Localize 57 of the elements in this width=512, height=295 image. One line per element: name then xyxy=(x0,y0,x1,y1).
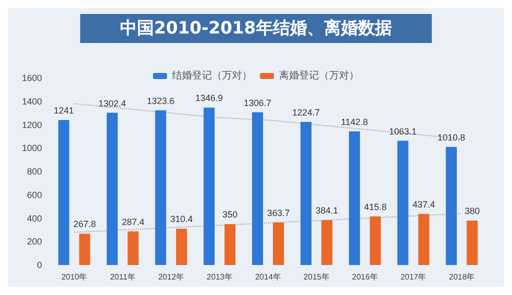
x-tick-label: 2016年 xyxy=(352,272,378,282)
bar xyxy=(106,112,118,265)
data-label: 1302.4 xyxy=(98,98,126,108)
bar xyxy=(446,146,457,265)
bar xyxy=(397,140,408,265)
bar xyxy=(252,112,264,265)
bar xyxy=(321,220,332,265)
x-tick-label: 2010年 xyxy=(61,272,88,282)
bar xyxy=(224,224,236,265)
data-label: 437.4 xyxy=(412,199,436,210)
data-label: 1323.6 xyxy=(146,96,174,106)
y-tick-label: 1200 xyxy=(22,120,42,130)
bar xyxy=(272,222,284,265)
data-label: 380 xyxy=(464,206,480,216)
chart-title: 中国2010-2018年结婚、离婚数据 xyxy=(120,18,392,38)
x-tick-label: 2015年 xyxy=(304,272,330,282)
data-label: 267.8 xyxy=(73,219,96,230)
data-label: 350 xyxy=(222,210,238,220)
bar xyxy=(79,234,90,265)
x-tick-label: 2012年 xyxy=(158,272,184,282)
data-label: 1010.8 xyxy=(438,132,466,142)
data-label: 1063.1 xyxy=(389,126,417,136)
bar xyxy=(128,231,139,265)
data-label: 363.7 xyxy=(267,208,290,218)
data-label: 1224.7 xyxy=(292,107,320,118)
data-label: 1142.8 xyxy=(341,116,368,127)
data-label: 1346.9 xyxy=(195,93,223,104)
data-label: 287.4 xyxy=(122,216,144,227)
bar xyxy=(418,214,430,265)
y-tick-label: 200 xyxy=(26,236,42,247)
bar xyxy=(466,220,478,265)
y-tick-label: 1000 xyxy=(22,143,42,154)
bar xyxy=(300,122,312,265)
x-tick-label: 2014年 xyxy=(255,272,281,282)
bar xyxy=(348,131,360,265)
x-tick-label: 2018年 xyxy=(448,272,475,282)
data-label: 384.1 xyxy=(316,206,338,216)
y-tick-label: 1400 xyxy=(22,96,42,106)
legend-label: 结婚登记（万对） xyxy=(172,70,252,82)
y-tick-label: 800 xyxy=(26,166,42,176)
y-tick-label: 1600 xyxy=(22,73,42,83)
bar xyxy=(176,228,188,265)
x-tick-label: 2011年 xyxy=(110,272,136,282)
bar xyxy=(370,216,381,265)
bar xyxy=(155,110,166,265)
legend-label: 离婚登记（万对） xyxy=(279,70,359,82)
data-label: 415.8 xyxy=(364,202,387,212)
y-tick-label: 600 xyxy=(26,190,42,200)
y-tick-label: 400 xyxy=(26,213,42,224)
bar xyxy=(204,108,215,265)
x-tick-label: 2017年 xyxy=(400,272,426,282)
x-tick-label: 2013年 xyxy=(206,272,232,282)
data-label: 1306.7 xyxy=(244,98,272,108)
y-tick-label: 0 xyxy=(36,260,42,270)
data-label: 310.4 xyxy=(170,214,193,224)
data-label: 1241 xyxy=(54,105,74,116)
bar xyxy=(58,120,70,265)
